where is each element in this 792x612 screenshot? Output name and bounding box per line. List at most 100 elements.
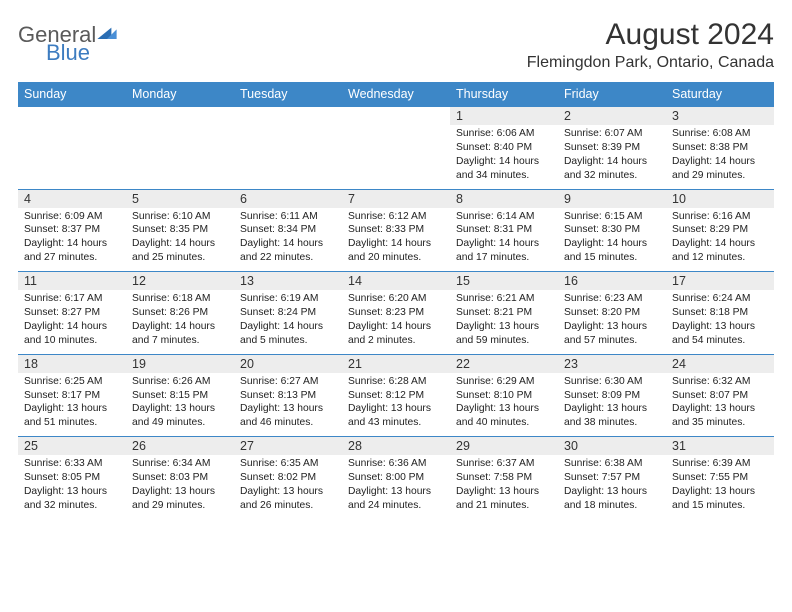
daylight-text: Daylight: 14 hours and 29 minutes. bbox=[672, 155, 768, 183]
day-number: 8 bbox=[450, 190, 558, 208]
sunset-text: Sunset: 7:58 PM bbox=[456, 471, 552, 485]
sunrise-text: Sunrise: 6:14 AM bbox=[456, 210, 552, 224]
day-body: Sunrise: 6:27 AMSunset: 8:13 PMDaylight:… bbox=[234, 373, 342, 437]
day-body bbox=[234, 125, 342, 177]
sunrise-text: Sunrise: 6:35 AM bbox=[240, 457, 336, 471]
calendar-day-cell: 27Sunrise: 6:35 AMSunset: 8:02 PMDayligh… bbox=[234, 437, 342, 519]
day-number: 18 bbox=[18, 355, 126, 373]
day-body: Sunrise: 6:28 AMSunset: 8:12 PMDaylight:… bbox=[342, 373, 450, 437]
calendar-week-row: 18Sunrise: 6:25 AMSunset: 8:17 PMDayligh… bbox=[18, 354, 774, 437]
day-number: 6 bbox=[234, 190, 342, 208]
day-number: 10 bbox=[666, 190, 774, 208]
sunset-text: Sunset: 8:12 PM bbox=[348, 389, 444, 403]
month-title: August 2024 bbox=[527, 18, 774, 52]
sunrise-text: Sunrise: 6:30 AM bbox=[564, 375, 660, 389]
daylight-text: Daylight: 14 hours and 25 minutes. bbox=[132, 237, 228, 265]
sunset-text: Sunset: 8:37 PM bbox=[24, 223, 120, 237]
sunrise-text: Sunrise: 6:29 AM bbox=[456, 375, 552, 389]
calendar-day-cell: 10Sunrise: 6:16 AMSunset: 8:29 PMDayligh… bbox=[666, 189, 774, 272]
sunrise-text: Sunrise: 6:07 AM bbox=[564, 127, 660, 141]
calendar-day-cell: 2Sunrise: 6:07 AMSunset: 8:39 PMDaylight… bbox=[558, 107, 666, 190]
sunrise-text: Sunrise: 6:38 AM bbox=[564, 457, 660, 471]
sunrise-text: Sunrise: 6:15 AM bbox=[564, 210, 660, 224]
day-number: 9 bbox=[558, 190, 666, 208]
daylight-text: Daylight: 14 hours and 17 minutes. bbox=[456, 237, 552, 265]
day-number: 2 bbox=[558, 107, 666, 125]
daylight-text: Daylight: 13 hours and 32 minutes. bbox=[24, 485, 120, 513]
logo-triangle-icon bbox=[97, 25, 117, 43]
day-number: 26 bbox=[126, 437, 234, 455]
day-number bbox=[342, 107, 450, 125]
daylight-text: Daylight: 13 hours and 21 minutes. bbox=[456, 485, 552, 513]
page-header: GeneralBlue August 2024 Flemingdon Park,… bbox=[18, 18, 774, 72]
daylight-text: Daylight: 13 hours and 51 minutes. bbox=[24, 402, 120, 430]
calendar-table: SundayMondayTuesdayWednesdayThursdayFrid… bbox=[18, 82, 774, 519]
sunrise-text: Sunrise: 6:24 AM bbox=[672, 292, 768, 306]
sunset-text: Sunset: 8:23 PM bbox=[348, 306, 444, 320]
calendar-day-cell: 17Sunrise: 6:24 AMSunset: 8:18 PMDayligh… bbox=[666, 272, 774, 355]
daylight-text: Daylight: 13 hours and 29 minutes. bbox=[132, 485, 228, 513]
daylight-text: Daylight: 14 hours and 10 minutes. bbox=[24, 320, 120, 348]
calendar-day-cell bbox=[342, 107, 450, 190]
calendar-week-row: 4Sunrise: 6:09 AMSunset: 8:37 PMDaylight… bbox=[18, 189, 774, 272]
sunrise-text: Sunrise: 6:18 AM bbox=[132, 292, 228, 306]
calendar-day-cell: 29Sunrise: 6:37 AMSunset: 7:58 PMDayligh… bbox=[450, 437, 558, 519]
day-body: Sunrise: 6:16 AMSunset: 8:29 PMDaylight:… bbox=[666, 208, 774, 272]
day-number bbox=[18, 107, 126, 125]
daylight-text: Daylight: 14 hours and 20 minutes. bbox=[348, 237, 444, 265]
daylight-text: Daylight: 14 hours and 2 minutes. bbox=[348, 320, 444, 348]
day-body bbox=[342, 125, 450, 177]
sunset-text: Sunset: 7:57 PM bbox=[564, 471, 660, 485]
sunrise-text: Sunrise: 6:09 AM bbox=[24, 210, 120, 224]
daylight-text: Daylight: 14 hours and 15 minutes. bbox=[564, 237, 660, 265]
daylight-text: Daylight: 13 hours and 40 minutes. bbox=[456, 402, 552, 430]
sunset-text: Sunset: 8:00 PM bbox=[348, 471, 444, 485]
calendar-day-cell: 1Sunrise: 6:06 AMSunset: 8:40 PMDaylight… bbox=[450, 107, 558, 190]
calendar-week-row: 11Sunrise: 6:17 AMSunset: 8:27 PMDayligh… bbox=[18, 272, 774, 355]
calendar-day-cell bbox=[234, 107, 342, 190]
sunset-text: Sunset: 8:34 PM bbox=[240, 223, 336, 237]
day-body: Sunrise: 6:12 AMSunset: 8:33 PMDaylight:… bbox=[342, 208, 450, 272]
day-body: Sunrise: 6:24 AMSunset: 8:18 PMDaylight:… bbox=[666, 290, 774, 354]
calendar-day-cell: 4Sunrise: 6:09 AMSunset: 8:37 PMDaylight… bbox=[18, 189, 126, 272]
sunrise-text: Sunrise: 6:39 AM bbox=[672, 457, 768, 471]
sunrise-text: Sunrise: 6:34 AM bbox=[132, 457, 228, 471]
day-body: Sunrise: 6:21 AMSunset: 8:21 PMDaylight:… bbox=[450, 290, 558, 354]
day-number: 4 bbox=[18, 190, 126, 208]
day-body: Sunrise: 6:39 AMSunset: 7:55 PMDaylight:… bbox=[666, 455, 774, 519]
day-body: Sunrise: 6:15 AMSunset: 8:30 PMDaylight:… bbox=[558, 208, 666, 272]
daylight-text: Daylight: 13 hours and 15 minutes. bbox=[672, 485, 768, 513]
logo-text-blue: Blue bbox=[46, 42, 117, 64]
daylight-text: Daylight: 13 hours and 38 minutes. bbox=[564, 402, 660, 430]
sunset-text: Sunset: 8:31 PM bbox=[456, 223, 552, 237]
day-body: Sunrise: 6:18 AMSunset: 8:26 PMDaylight:… bbox=[126, 290, 234, 354]
sunrise-text: Sunrise: 6:32 AM bbox=[672, 375, 768, 389]
calendar-day-cell: 12Sunrise: 6:18 AMSunset: 8:26 PMDayligh… bbox=[126, 272, 234, 355]
calendar-day-cell: 13Sunrise: 6:19 AMSunset: 8:24 PMDayligh… bbox=[234, 272, 342, 355]
day-body: Sunrise: 6:06 AMSunset: 8:40 PMDaylight:… bbox=[450, 125, 558, 189]
calendar-day-cell: 6Sunrise: 6:11 AMSunset: 8:34 PMDaylight… bbox=[234, 189, 342, 272]
calendar-day-cell: 15Sunrise: 6:21 AMSunset: 8:21 PMDayligh… bbox=[450, 272, 558, 355]
day-body: Sunrise: 6:17 AMSunset: 8:27 PMDaylight:… bbox=[18, 290, 126, 354]
sunset-text: Sunset: 8:27 PM bbox=[24, 306, 120, 320]
day-body: Sunrise: 6:09 AMSunset: 8:37 PMDaylight:… bbox=[18, 208, 126, 272]
day-number: 25 bbox=[18, 437, 126, 455]
sunset-text: Sunset: 8:20 PM bbox=[564, 306, 660, 320]
day-body: Sunrise: 6:11 AMSunset: 8:34 PMDaylight:… bbox=[234, 208, 342, 272]
calendar-week-row: 25Sunrise: 6:33 AMSunset: 8:05 PMDayligh… bbox=[18, 437, 774, 519]
daylight-text: Daylight: 13 hours and 18 minutes. bbox=[564, 485, 660, 513]
day-number: 16 bbox=[558, 272, 666, 290]
day-number bbox=[234, 107, 342, 125]
sunset-text: Sunset: 8:07 PM bbox=[672, 389, 768, 403]
daylight-text: Daylight: 14 hours and 5 minutes. bbox=[240, 320, 336, 348]
sunset-text: Sunset: 8:13 PM bbox=[240, 389, 336, 403]
day-body: Sunrise: 6:10 AMSunset: 8:35 PMDaylight:… bbox=[126, 208, 234, 272]
calendar-day-cell: 18Sunrise: 6:25 AMSunset: 8:17 PMDayligh… bbox=[18, 354, 126, 437]
day-number: 24 bbox=[666, 355, 774, 373]
weekday-header: Sunday bbox=[18, 82, 126, 107]
sunrise-text: Sunrise: 6:12 AM bbox=[348, 210, 444, 224]
daylight-text: Daylight: 13 hours and 26 minutes. bbox=[240, 485, 336, 513]
day-body: Sunrise: 6:30 AMSunset: 8:09 PMDaylight:… bbox=[558, 373, 666, 437]
day-body: Sunrise: 6:35 AMSunset: 8:02 PMDaylight:… bbox=[234, 455, 342, 519]
day-number: 20 bbox=[234, 355, 342, 373]
